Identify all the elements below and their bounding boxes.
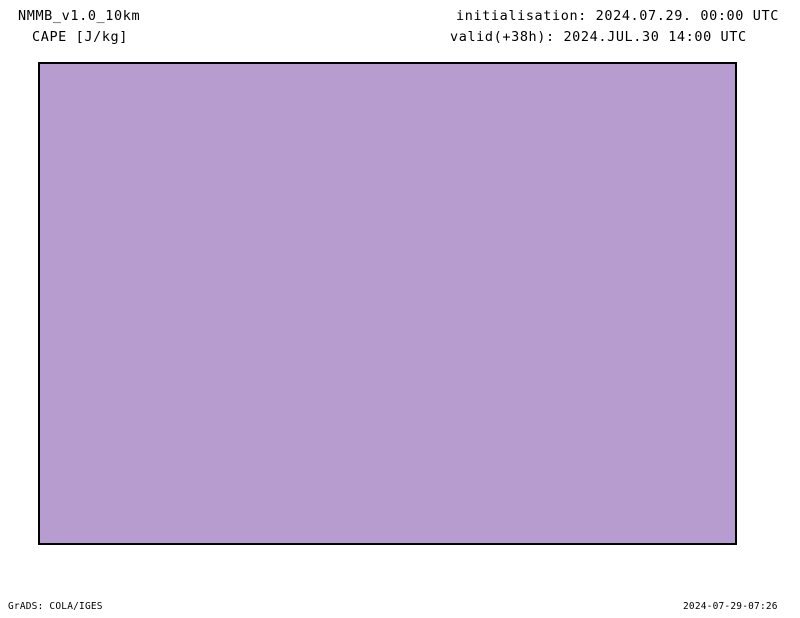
initialisation-time: initialisation: 2024.07.29. 00:00 UTC: [456, 8, 779, 24]
footer-timestamp: 2024-07-29-07:26: [683, 601, 778, 612]
field-title: CAPE [J/kg]: [32, 29, 129, 45]
valid-time: valid(+38h): 2024.JUL.30 14:00 UTC: [450, 29, 747, 45]
longitude-axis: [38, 545, 737, 571]
cape-heatmap: [40, 64, 735, 543]
model-title: NMMB_v1.0_10km: [18, 8, 141, 24]
footer-attribution: GrADS: COLA/IGES: [8, 601, 103, 612]
latitude-axis: [0, 62, 34, 545]
colorbar-legend: [744, 105, 759, 490]
map-plot-area: [38, 62, 737, 545]
